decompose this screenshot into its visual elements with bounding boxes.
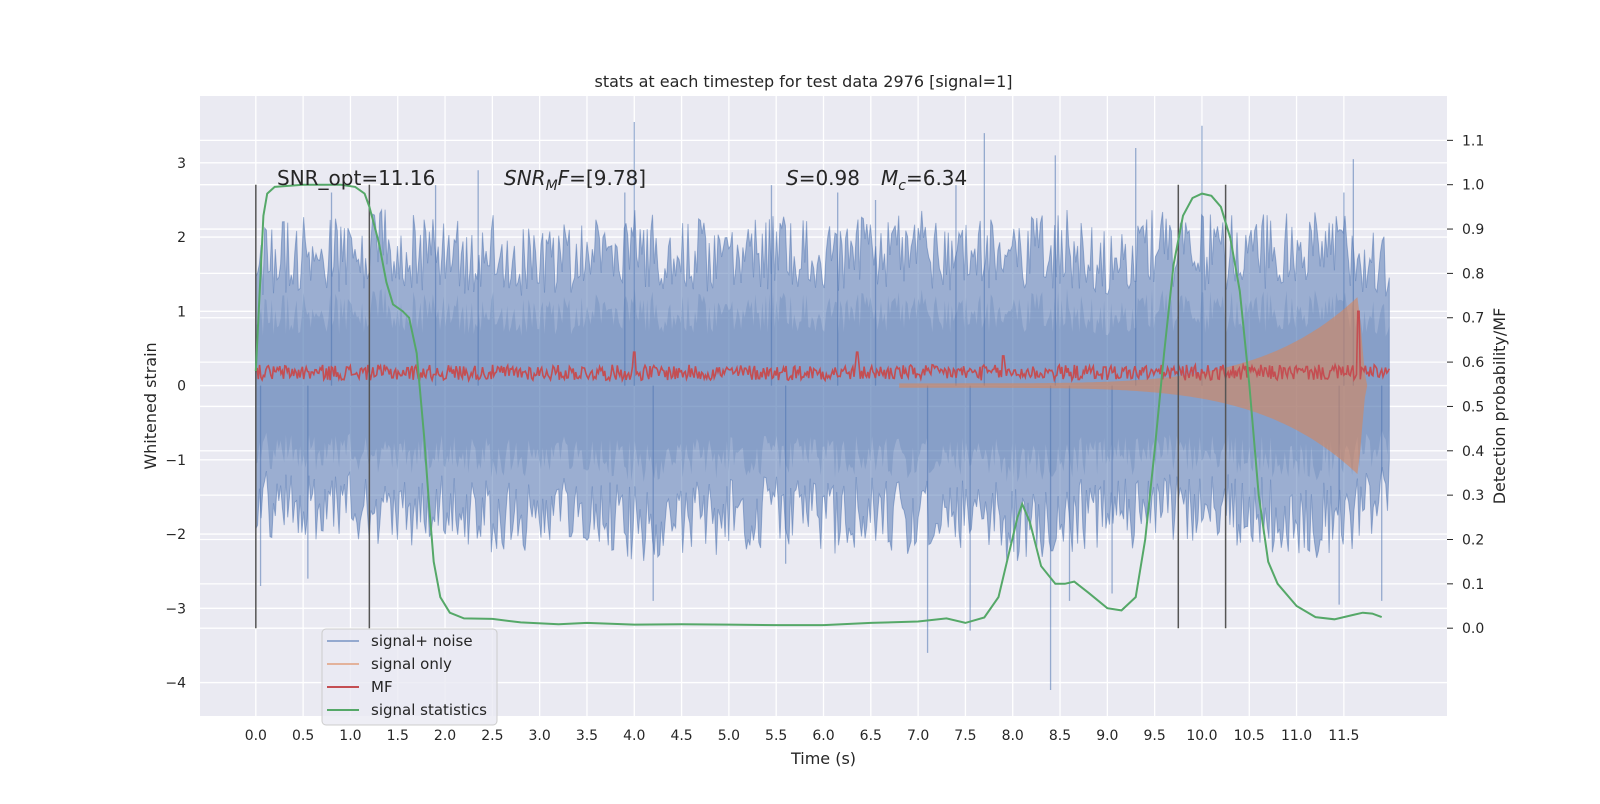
legend-label-signal-statistics: signal statistics	[371, 701, 487, 719]
annotation-s: S=0.98	[786, 166, 860, 190]
legend-item-signal-noise: signal+ noise	[327, 632, 473, 650]
annotations: SNR_opt=11.16 SNRMF=[9.78] S=0.98 Mc=6.3…	[277, 166, 967, 194]
x-tick-label-21: 10.5	[1234, 728, 1265, 744]
x-axis-label: Time (s)	[790, 749, 856, 768]
signal-only-trace	[899, 297, 1390, 475]
x-tick-label-3: 1.5	[387, 728, 409, 744]
x-tick-label-4: 2.0	[434, 728, 456, 744]
x-tick-label-1: 0.5	[292, 728, 314, 744]
x-tick-label-23: 11.5	[1328, 728, 1359, 744]
x-tick-label-5: 2.5	[481, 728, 503, 744]
series-mf	[255, 310, 1391, 384]
legend-label-signal-noise: signal+ noise	[371, 632, 473, 650]
y-tick-label-left-5: −2	[165, 527, 186, 543]
annotation-snr-mf-sub: M	[546, 178, 558, 194]
x-tick-label-17: 8.5	[1049, 728, 1071, 744]
y-tick-label-right-11: 0.0	[1462, 621, 1484, 637]
y-tick-label-left-4: −1	[165, 453, 186, 469]
annotation-snr-mf-name: SNR	[504, 166, 546, 190]
x-tick-label-6: 3.0	[529, 728, 551, 744]
x-tick-label-19: 9.5	[1144, 728, 1166, 744]
series-signal-noise	[255, 121, 1390, 691]
chart-title: stats at each timestep for test data 297…	[594, 72, 1012, 91]
y-tick-label-left-0: 3	[177, 156, 186, 172]
x-tick-label-13: 6.5	[860, 728, 882, 744]
x-tick-label-0: 0.0	[245, 728, 267, 744]
annotation-s-value: =0.98	[799, 166, 860, 190]
mf-trace	[255, 310, 1391, 384]
y-tick-label-right-8: 0.3	[1462, 488, 1484, 504]
annotation-s-name: S	[786, 166, 799, 190]
annotation-mc: Mc=6.34	[881, 166, 967, 194]
x-tick-label-18: 9.0	[1096, 728, 1118, 744]
annotation-mc-value: =6.34	[906, 166, 967, 190]
x-tick-label-8: 4.0	[623, 728, 645, 744]
annotation-snr-mf-value: =[9.78]	[569, 166, 646, 190]
x-tick-label-2: 1.0	[339, 728, 361, 744]
legend: signal+ noise signal only MF signal stat…	[321, 628, 498, 726]
legend-label-signal-only: signal only	[371, 655, 452, 673]
annotation-mc-name: M	[881, 166, 898, 190]
y-tick-label-right-5: 0.6	[1462, 355, 1484, 371]
y-tick-label-right-7: 0.4	[1462, 444, 1484, 460]
y-axis-ticks-right: 1.1 1.0 0.9 0.8 0.7 0.6 0.5 0.4 0.3 0.2 0.1 0.0	[1447, 133, 1484, 637]
x-tick-label-20: 10.0	[1186, 728, 1217, 744]
legend-label-mf: MF	[371, 678, 393, 696]
annotation-snr-mf-suffix: F	[558, 166, 570, 190]
x-tick-label-7: 3.5	[576, 728, 598, 744]
annotation-mc-sub: c	[898, 178, 906, 194]
y-tick-label-right-1: 1.0	[1462, 178, 1484, 194]
legend-box	[321, 628, 498, 726]
annotation-snr-mf: SNRMF=[9.78]	[504, 166, 646, 194]
y-tick-label-left-7: −4	[165, 676, 186, 692]
x-tick-label-9: 4.5	[670, 728, 692, 744]
y-tick-label-right-6: 0.5	[1462, 399, 1484, 415]
series-signal-only	[899, 297, 1390, 475]
y-axis-ticks-left: 3 2 1 0 −1 −2 −3 −4	[165, 156, 186, 692]
series-signal-statistics	[254, 183, 1383, 627]
y-tick-label-right-10: 0.1	[1462, 577, 1484, 593]
annotation-snr-opt: SNR_opt=11.16	[277, 166, 435, 190]
x-tick-label-11: 5.5	[765, 728, 787, 744]
x-tick-label-12: 6.0	[812, 728, 834, 744]
y-tick-label-right-0: 1.1	[1462, 133, 1484, 149]
y-tick-label-right-3: 0.8	[1462, 266, 1484, 282]
x-tick-label-15: 7.5	[954, 728, 976, 744]
y-tick-label-left-2: 1	[177, 304, 186, 320]
vertical-markers	[255, 184, 1227, 629]
x-tick-label-16: 8.0	[1002, 728, 1024, 744]
y-axis-label: Whitened strain	[141, 342, 160, 469]
x-tick-label-22: 11.0	[1281, 728, 1312, 744]
legend-item-mf: MF	[327, 678, 393, 696]
x-tick-label-14: 7.0	[907, 728, 929, 744]
y-tick-label-left-1: 2	[177, 230, 186, 246]
y-tick-label-left-6: −3	[165, 601, 186, 617]
signal-statistics-trace	[254, 183, 1383, 627]
annotation-snr-opt-text: SNR_opt=11.16	[277, 166, 435, 190]
y-tick-label-left-3: 0	[177, 379, 186, 395]
y-tick-label-right-9: 0.2	[1462, 532, 1484, 548]
x-axis-ticks: 0.0 0.5 1.0 1.5 2.0 2.5 3.0 3.5 4.0 4.5 5.0 5.5 6.0 6…	[245, 728, 1360, 744]
legend-item-signal-statistics: signal statistics	[327, 701, 487, 719]
legend-item-signal-only: signal only	[327, 655, 452, 673]
x-tick-label-10: 5.0	[718, 728, 740, 744]
y-tick-label-right-4: 0.7	[1462, 311, 1484, 327]
signal-noise-core	[255, 288, 1390, 482]
y-axis-label-right: Detection probability/MF	[1490, 308, 1509, 505]
y-tick-label-right-2: 0.9	[1462, 222, 1484, 238]
title-group: stats at each timestep for test data 297…	[594, 72, 1012, 91]
